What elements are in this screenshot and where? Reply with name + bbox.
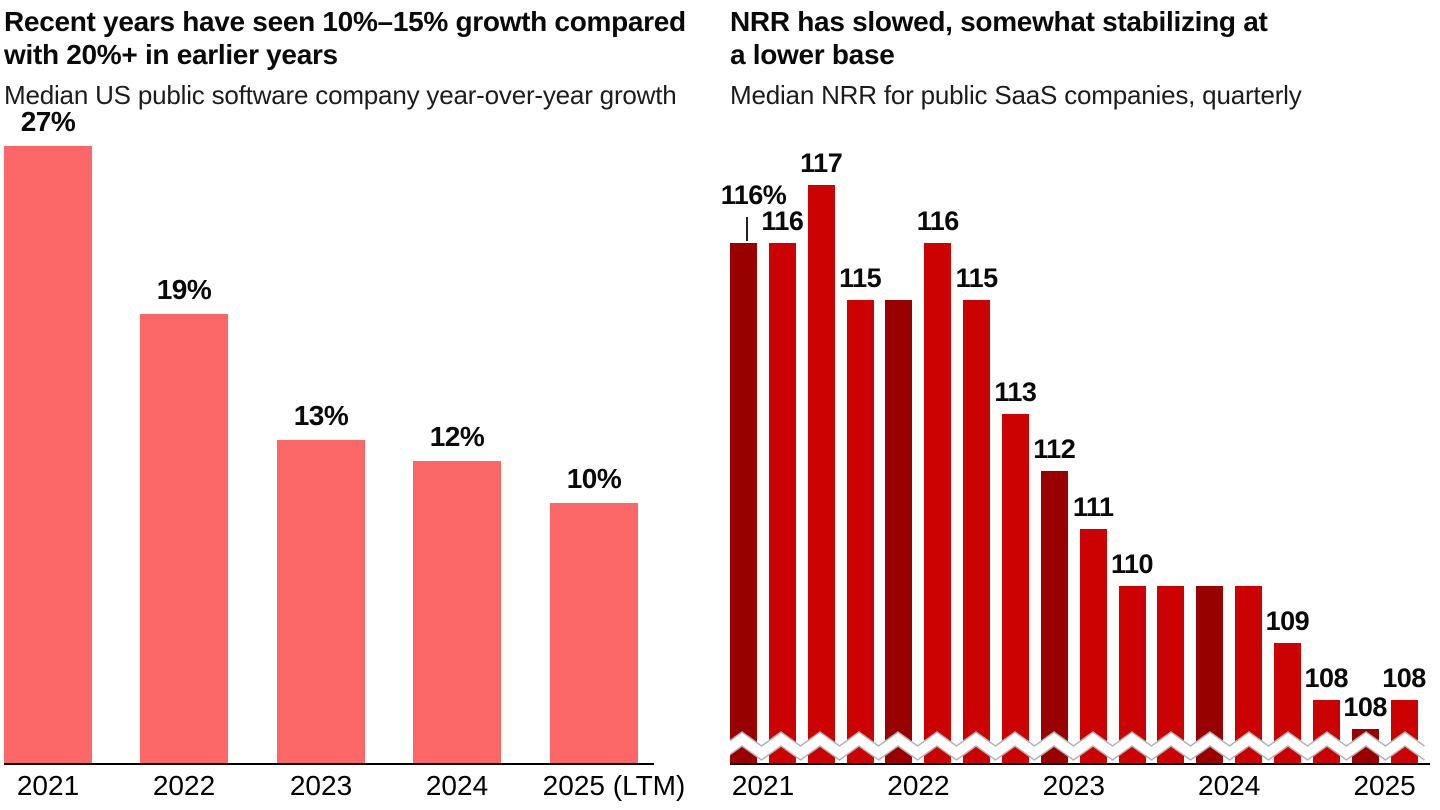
bar-value-label: 110 <box>1110 548 1154 579</box>
bar-value-label: 108 <box>1304 663 1349 694</box>
bar <box>550 503 638 763</box>
bar-value-label: 108 <box>1343 691 1387 722</box>
growth-chart-panel: Recent years have seen 10%–15% growth co… <box>4 0 704 810</box>
bar-value-label: 113 <box>994 377 1037 408</box>
nrr-chart-plot: 116% 116 117 115 116 115 113 112 111 110 109 108 108… <box>721 113 1430 765</box>
x-axis-label: 2024 <box>1198 770 1261 801</box>
bar <box>807 185 835 763</box>
bar-value-label: 10% <box>566 463 622 494</box>
x-axis-label: 2025 <box>1353 770 1416 801</box>
bar-value-label: 13% <box>293 400 349 431</box>
axis-break-icon <box>730 731 1425 761</box>
bar <box>768 242 796 763</box>
bar <box>963 299 991 763</box>
bar-value-label: 109 <box>1265 605 1310 636</box>
label-leader-line <box>745 216 748 241</box>
x-axis-label: 2025 (LTM) <box>542 770 686 801</box>
bar-value-label: 116% <box>720 179 787 210</box>
nrr-chart-title-line1: NRR has slowed, somewhat stabilizing at <box>730 6 1268 37</box>
bar <box>730 242 757 763</box>
x-axis-label: 2024 <box>425 770 489 801</box>
x-axis-label: 2021 <box>16 770 80 801</box>
bar <box>277 440 365 763</box>
bar <box>846 299 874 763</box>
bar <box>924 242 952 763</box>
growth-chart-title-line2: with 20%+ in earlier years <box>4 39 338 70</box>
bar-value-label: 115 <box>839 262 882 293</box>
bar <box>140 314 228 763</box>
x-axis-label: 2023 <box>1042 770 1105 801</box>
nrr-chart-xaxis: 2021 2022 2023 2024 2025 <box>730 770 1436 807</box>
growth-chart-subtitle: Median US public software company year-o… <box>4 80 677 110</box>
bar <box>1001 414 1029 763</box>
bar <box>1040 471 1068 763</box>
bar-value-label: 111 <box>1072 491 1114 522</box>
growth-chart-title: Recent years have seen 10%–15% growth co… <box>4 5 686 71</box>
bar-value-label: 27% <box>20 106 76 137</box>
x-axis-label: 2021 <box>731 770 795 801</box>
bar-value-label: 108 <box>1382 663 1426 694</box>
nrr-chart-title-line2: a lower base <box>730 39 895 70</box>
bar-value-label: 19% <box>156 274 212 305</box>
nrr-chart-subtitle: Median NRR for public SaaS companies, qu… <box>730 80 1302 110</box>
bar <box>4 146 92 763</box>
x-axis-label: 2023 <box>289 770 353 801</box>
bar-value-label: 116 <box>761 205 804 236</box>
bar-value-label: 115 <box>955 262 999 293</box>
x-axis-label: 2022 <box>152 770 216 801</box>
bar <box>1079 528 1107 763</box>
growth-chart-xaxis: 2021 2022 2023 2024 2025 (LTM) <box>4 770 704 807</box>
growth-chart-title-line1: Recent years have seen 10%–15% growth co… <box>4 6 686 37</box>
nrr-chart-title: NRR has slowed, somewhat stabilizing at … <box>730 5 1268 71</box>
growth-chart-plot: 27% 19% 13% 12% 10% <box>4 108 654 765</box>
x-axis-label: 2022 <box>887 770 950 801</box>
bar-value-label: 112 <box>1033 434 1076 465</box>
bar-value-label: 117 <box>800 148 843 179</box>
bar-value-label: 116 <box>916 205 960 236</box>
bar <box>885 299 913 763</box>
nrr-chart-panel: NRR has slowed, somewhat stabilizing at … <box>721 0 1436 810</box>
bar <box>413 461 501 763</box>
bar-value-label: 12% <box>429 421 485 452</box>
